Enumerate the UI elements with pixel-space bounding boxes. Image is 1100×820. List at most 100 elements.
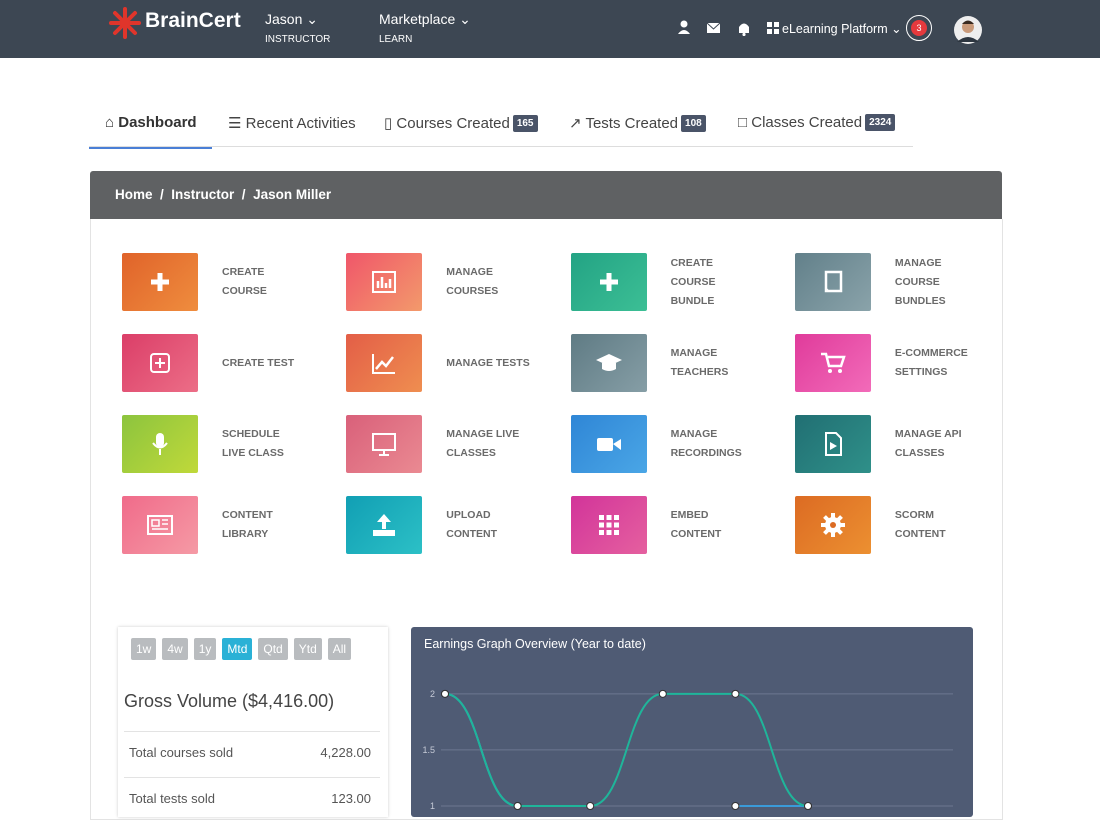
data-point: [586, 802, 595, 810]
stat-divider: [124, 777, 380, 778]
tab[interactable]: ☰ Recent Activities: [228, 115, 356, 132]
top-bar: BrainCert Jason ⌄ INSTRUCTOR Marketplace…: [0, 0, 1100, 58]
tile-button[interactable]: [570, 334, 647, 392]
tile-label[interactable]: MANAGE LIVE CLASSES: [446, 425, 556, 463]
tile-icon: [373, 514, 396, 536]
tab[interactable]: ▯ Courses Created 165: [384, 114, 538, 132]
tile-label[interactable]: SCHEDULE LIVE CLASS: [222, 425, 332, 463]
tab-label: Classes Created: [751, 114, 863, 131]
tile-label[interactable]: EMBED CONTENT: [671, 506, 781, 544]
tile-icon: [372, 433, 397, 456]
tile-button[interactable]: [570, 253, 647, 311]
tile-label-line: CONTENT: [446, 528, 498, 540]
tile-label-line: E-COMMERCE: [894, 347, 968, 359]
tab-active-line: [89, 147, 212, 149]
tile-label[interactable]: CREATE TEST: [222, 354, 332, 373]
tile-label[interactable]: MANAGE RECORDINGS: [671, 425, 781, 463]
tile-button[interactable]: [122, 415, 198, 473]
tile-label[interactable]: E-COMMERCE SETTINGS: [895, 344, 1005, 382]
crumb[interactable]: Home: [115, 187, 153, 202]
tile-icon: [372, 271, 397, 293]
stat-divider: [124, 731, 380, 732]
tab-badge: 2324: [865, 114, 896, 131]
tile-icon: [824, 270, 843, 293]
tile-icon: [820, 352, 846, 373]
tile-label[interactable]: CREATE COURSE: [222, 263, 332, 301]
tile-button[interactable]: [794, 253, 871, 311]
tile-button[interactable]: [794, 334, 871, 392]
tile-label[interactable]: CREATE COURSE BUNDLE: [671, 254, 781, 311]
header-icons[interactable]: [676, 20, 756, 36]
tile-button[interactable]: [794, 496, 871, 554]
avatar[interactable]: [954, 15, 982, 45]
tile-label-line: CONTENT: [670, 528, 722, 540]
earnings-chart: Earnings Graph Overview (Year to date) 1…: [411, 627, 973, 817]
tab[interactable]: ⌂ Dashboard: [105, 114, 197, 131]
period-buttons: 1w 4w 1y Mtd Qtd Ytd All: [131, 638, 357, 660]
period-button[interactable]: 4w: [162, 638, 188, 660]
marketplace[interactable]: Marketplace ⌄: [379, 11, 471, 27]
tile-button[interactable]: [794, 415, 871, 473]
tile-button[interactable]: [122, 496, 198, 554]
tile-label-line: COURSE: [894, 275, 940, 288]
tile-label-line: MANAGE LIVE: [446, 428, 520, 440]
notification-count: 3: [911, 20, 927, 36]
tile-button[interactable]: [346, 496, 423, 554]
platform-menu[interactable]: eLearning Platform ⌄: [782, 22, 902, 36]
tile-button[interactable]: [346, 334, 423, 392]
tile-label-line: CREATE TEST: [222, 356, 295, 369]
tile-label-line: LIVE CLASS: [222, 447, 284, 459]
tile-button[interactable]: [122, 334, 198, 392]
tile-label-line: MANAGE: [670, 428, 718, 440]
tile-label-line: CREATE: [670, 256, 713, 269]
tile-button[interactable]: [122, 253, 198, 311]
crumb[interactable]: Instructor: [171, 187, 235, 202]
chart-title: Earnings Graph Overview (Year to date): [424, 637, 646, 651]
tile-label-line: CLASSES: [446, 447, 496, 459]
tile-label[interactable]: MANAGE TEACHERS: [671, 344, 781, 382]
marketplace-sub: LEARN: [379, 34, 413, 45]
tile-label-line: CONTENT: [894, 528, 946, 540]
tile-label-line: EMBED: [670, 509, 709, 521]
chart-plot: 11.52: [422, 689, 953, 811]
tile-icon: [150, 353, 170, 373]
tile-icon: [151, 273, 169, 291]
period-button[interactable]: All: [327, 638, 352, 660]
tile-label-line: CREATE: [222, 266, 265, 278]
stat-label: Total tests sold: [129, 791, 215, 806]
tile-icon: [147, 515, 173, 535]
period-button[interactable]: Qtd: [258, 638, 288, 660]
tab-badge: 108: [681, 115, 706, 132]
grid-icon: [767, 22, 779, 34]
tile-label-line: LIBRARY: [222, 528, 269, 540]
period-button[interactable]: Mtd: [222, 638, 253, 660]
tile-label[interactable]: MANAGE API CLASSES: [895, 425, 1005, 463]
tab-badge: 165: [512, 115, 538, 132]
brand[interactable]: BrainCert: [145, 9, 241, 32]
tile-label[interactable]: MANAGE TESTS: [446, 354, 556, 373]
tile-label[interactable]: UPLOAD CONTENT: [446, 506, 556, 544]
user-name[interactable]: Jason ⌄: [265, 11, 318, 27]
tab[interactable]: □ Classes Created 2324: [738, 114, 896, 131]
tile-label[interactable]: SCORM CONTENT: [895, 506, 1005, 544]
tile-label[interactable]: CONTENT LIBRARY: [222, 506, 332, 544]
y-tick-label: 2: [430, 689, 435, 699]
breadcrumb: Home / Instructor / Jason Miller: [90, 171, 1002, 219]
tile-label[interactable]: MANAGE COURSES: [446, 263, 556, 301]
tab[interactable]: ↗ Tests Created 108: [569, 114, 706, 132]
notification[interactable]: 3: [906, 15, 932, 41]
tile-button[interactable]: [570, 415, 647, 473]
stat-value: 4,228.00: [320, 745, 371, 760]
tab-label: Tests Created: [585, 115, 679, 132]
period-button[interactable]: Ytd: [293, 638, 322, 660]
tab-label: Recent Activities: [245, 115, 356, 132]
period-button[interactable]: 1w: [131, 638, 157, 660]
tile-label-line: CONTENT: [222, 509, 273, 521]
tile-label[interactable]: MANAGE COURSE BUNDLES: [895, 254, 1005, 311]
tile-button[interactable]: [346, 415, 423, 473]
user-name-text: Jason: [265, 11, 303, 27]
tile-button[interactable]: [346, 253, 423, 311]
tile-icon: [598, 515, 619, 535]
period-button[interactable]: 1y: [193, 638, 217, 660]
tile-button[interactable]: [570, 496, 647, 554]
